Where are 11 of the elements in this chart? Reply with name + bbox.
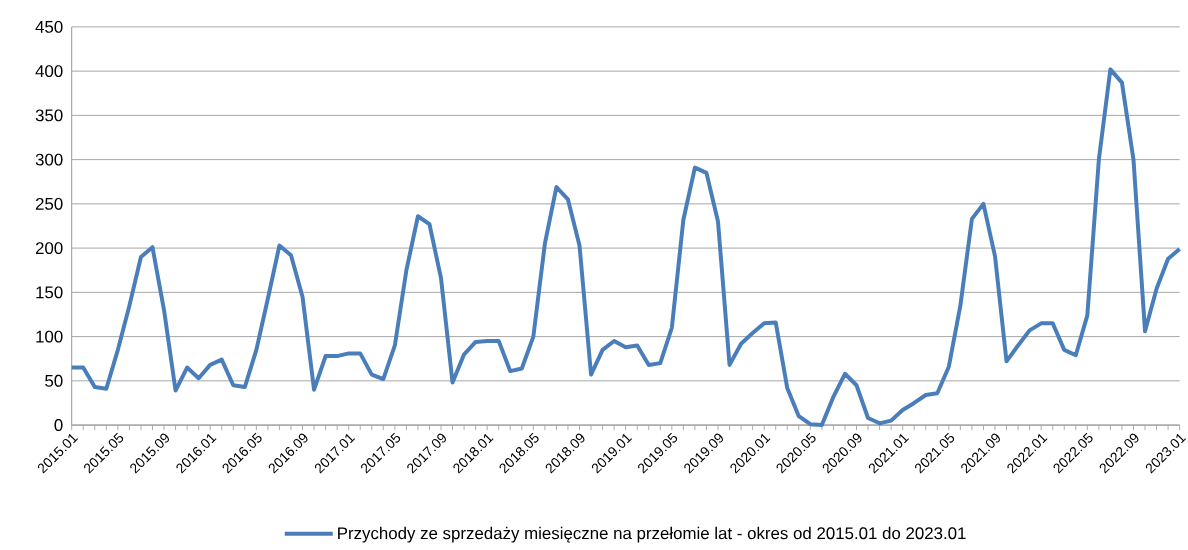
y-tick-label: 350 (35, 109, 63, 122)
y-tick-label: 450 (35, 21, 63, 34)
legend-label: Przychody ze sprzedaży miesięczne na przełomie lat - okres od 2015.01 do 2023.01 (338, 527, 966, 543)
y-tick-label: 50 (45, 375, 63, 388)
y-tick-label: 150 (36, 286, 63, 299)
y-tick-label: 400 (35, 65, 63, 78)
y-tick-label: 0 (54, 419, 63, 432)
y-tick-label: 200 (35, 242, 63, 255)
y-tick-label: 250 (35, 198, 63, 211)
y-tick-label: 100 (36, 330, 63, 343)
y-tick-label: 300 (35, 153, 63, 166)
